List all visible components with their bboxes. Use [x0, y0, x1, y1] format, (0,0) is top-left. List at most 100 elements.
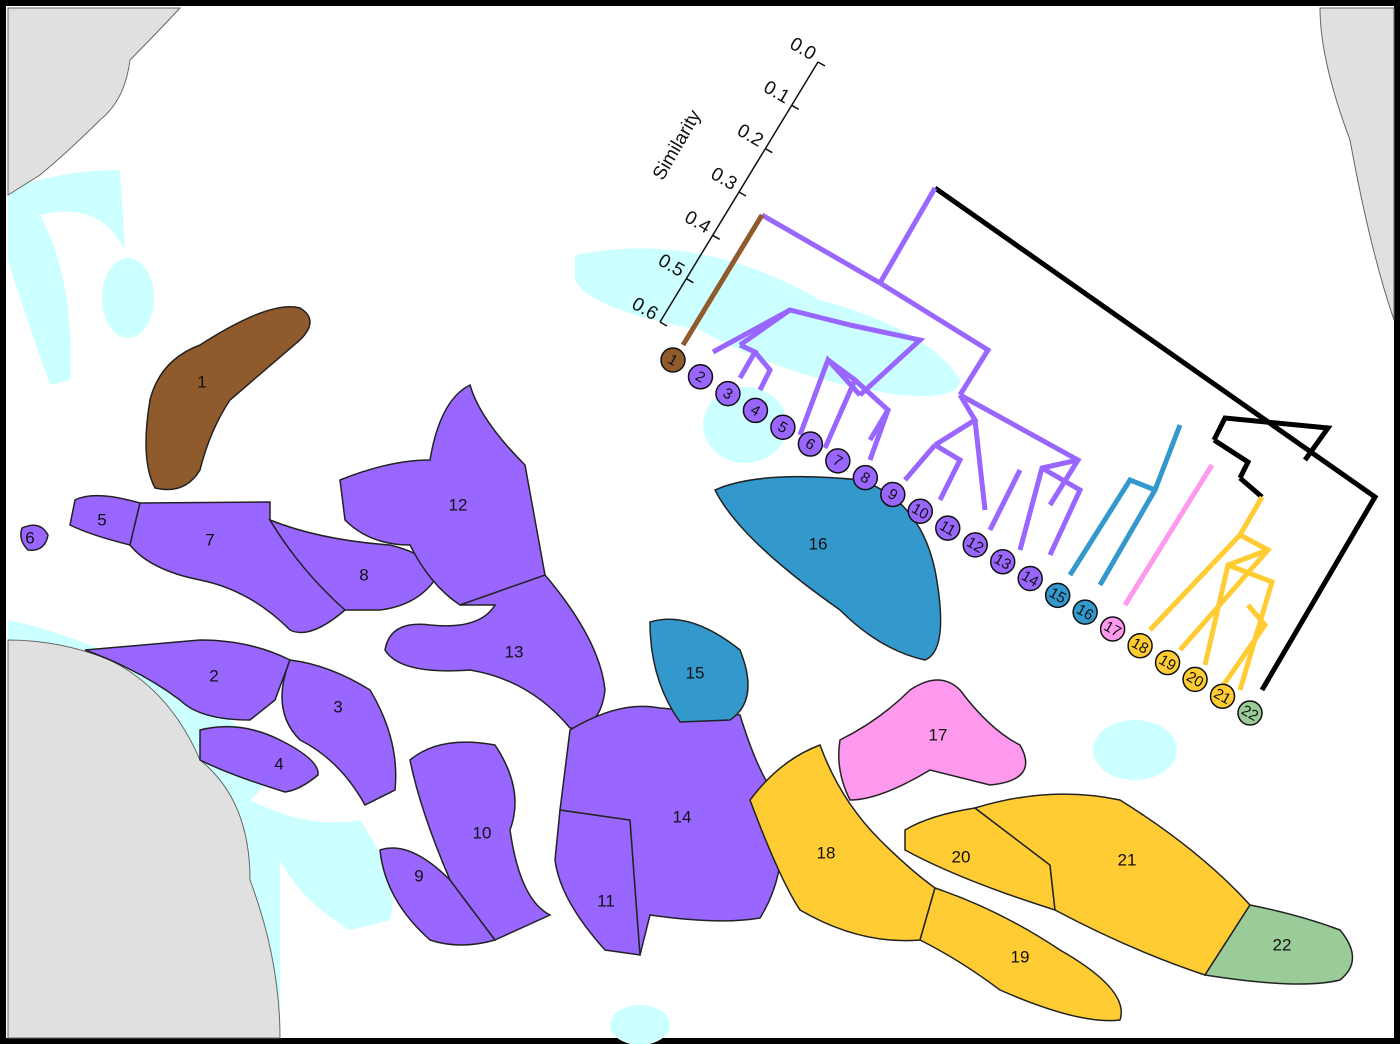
leaf-node [1154, 649, 1181, 676]
leaf-node [1017, 565, 1043, 592]
leaf-node [1209, 683, 1236, 709]
region-label: 6 [25, 528, 34, 547]
region-label: 10 [473, 823, 492, 842]
leaf-label: 15 [1046, 584, 1069, 607]
dendrogram-branch [738, 307, 792, 348]
dendrogram-branch [933, 442, 964, 502]
leaf-node [1127, 633, 1153, 659]
leaf-label: 18 [1128, 635, 1151, 658]
dendrogram-branch [877, 186, 938, 285]
leaf-node [852, 464, 879, 491]
region-label: 21 [1118, 850, 1137, 869]
dendrogram-branch [987, 468, 1023, 532]
leaf-node [907, 498, 934, 525]
region-label: 19 [1011, 947, 1030, 966]
dendrogram-branch [849, 322, 926, 397]
dendrogram-branch [1212, 437, 1252, 480]
axis-tick [659, 321, 668, 327]
dendrogram-branch [1227, 562, 1276, 691]
dendrogram-branch [1211, 415, 1333, 462]
leaf-node [1072, 599, 1098, 625]
land [7, 7, 1395, 1039]
dendrogram-branch [680, 213, 765, 347]
region-1 [145, 306, 311, 491]
region-label: 17 [929, 725, 948, 744]
region-10 [409, 741, 552, 941]
leaf-node [797, 431, 824, 457]
region-label: 12 [449, 495, 468, 514]
region-label: 2 [209, 666, 218, 685]
leaf-node [1099, 616, 1126, 642]
dendrogram-branch [1122, 463, 1215, 607]
dendrogram [680, 185, 1379, 692]
leaf-node [1182, 666, 1208, 693]
axis-tick [791, 104, 800, 110]
dendrogram-branch [878, 280, 992, 397]
region-12 [339, 383, 546, 606]
leaf-node [770, 414, 796, 440]
dendrogram-branch [1067, 476, 1156, 577]
region-label: 11 [597, 891, 615, 910]
region-2 [84, 639, 291, 721]
region-label: 15 [686, 663, 705, 682]
region-21 [973, 793, 1251, 976]
leaf-node [687, 364, 714, 390]
axis-tick [738, 191, 747, 197]
leaf-node [989, 548, 1016, 575]
leaf-label: 10 [909, 500, 932, 523]
dendrogram-branch [972, 419, 988, 511]
leaf-label: 22 [1238, 702, 1261, 725]
region-label: 5 [97, 510, 106, 529]
region-label: 7 [205, 530, 214, 549]
region-17 [838, 679, 1027, 801]
region-16 [713, 475, 942, 661]
leaf-node [1044, 582, 1071, 609]
dendrogram-branch [1040, 465, 1084, 557]
dendrogram-branch [867, 409, 891, 461]
leaf-node [880, 481, 906, 508]
region-label: 9 [414, 866, 423, 885]
region-22 [1203, 904, 1354, 985]
region-9 [379, 847, 497, 946]
region-4 [199, 725, 319, 793]
leaf-label: 19 [1156, 651, 1179, 674]
leaf-label: 20 [1183, 668, 1206, 691]
leaf-node [962, 532, 988, 558]
dendrogram-branch [903, 443, 937, 482]
leaf-label: 11 [937, 517, 959, 540]
leaf-node [742, 397, 769, 424]
dendrogram-branch [753, 350, 773, 392]
axis-tick [712, 234, 721, 240]
region-6 [20, 524, 49, 551]
leaf-label: 14 [1018, 567, 1041, 590]
region-15 [649, 618, 749, 723]
region-label: 20 [952, 847, 971, 866]
region-19 [919, 887, 1122, 1022]
leaf-node [660, 347, 686, 373]
leaf-node [715, 380, 741, 407]
leaf-label: 12 [964, 534, 987, 557]
region-label: 3 [333, 697, 342, 716]
region-label: 22 [1273, 935, 1292, 954]
leaf-label: 17 [1101, 618, 1124, 641]
dendrogram-branch [933, 185, 1379, 692]
region-13 [384, 574, 606, 729]
leaf-node [1237, 700, 1263, 726]
region-11 [554, 809, 641, 956]
dendrogram-branch [1238, 476, 1264, 499]
dendrogram-branch [760, 212, 882, 286]
axis-tick [817, 61, 826, 67]
axis-tick [764, 148, 773, 154]
axis-tick [685, 278, 694, 284]
region-label: 16 [809, 534, 828, 553]
dendrogram-branch [1217, 603, 1269, 692]
region-label: 4 [274, 754, 283, 773]
region-label: 13 [505, 642, 524, 661]
region-18 [749, 744, 936, 942]
leaf-label: 13 [991, 551, 1014, 574]
leaf-label: 21 [1211, 685, 1234, 708]
region-label: 18 [817, 843, 836, 862]
